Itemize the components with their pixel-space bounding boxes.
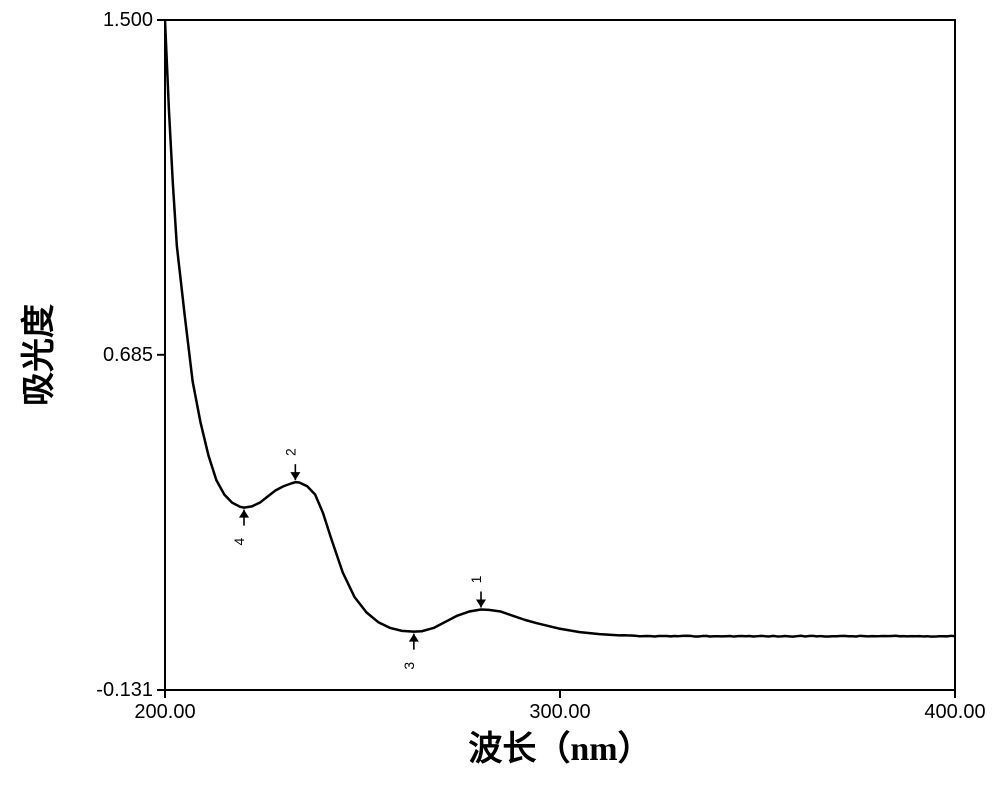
x-tick-label: 400.00 (924, 701, 985, 723)
marker-label: 3 (401, 662, 417, 670)
y-tick-label: 1.500 (103, 9, 153, 31)
x-tick-label: 200.00 (134, 701, 195, 723)
y-tick-label: -0.131 (96, 679, 153, 701)
y-tick-label: 0.685 (103, 344, 153, 366)
chart-container: 200.00 300.00 400.00 -0.131 0.685 1.500 波长（nm）… (0, 0, 1000, 790)
x-axis-label: 波长（nm） (468, 729, 651, 768)
marker-label: 4 (231, 538, 247, 546)
x-tick-label: 300.00 (529, 701, 590, 723)
y-axis-label: 吸光度 (20, 304, 58, 406)
plot-area (165, 20, 955, 690)
marker-label: 1 (468, 575, 484, 583)
marker-label: 2 (282, 448, 298, 456)
spectrum-chart: 200.00 300.00 400.00 -0.131 0.685 1.500 波长（nm）… (0, 0, 1000, 790)
